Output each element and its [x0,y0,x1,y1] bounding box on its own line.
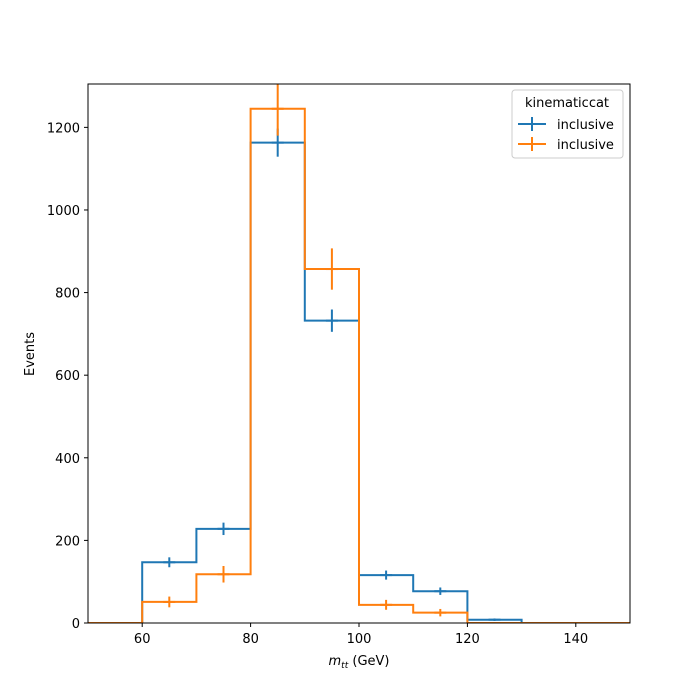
legend-entry-2: inclusive [518,137,614,153]
x-axis-label-symbol: m [329,654,342,669]
legend-entries: inclusive inclusive [518,117,614,153]
y-tick-label: 200 [55,534,80,549]
x-tick-label: 100 [347,632,372,647]
y-axis-ticks: 0 200 400 600 800 1000 1200 [47,121,88,632]
y-tick-label: 1200 [47,121,80,136]
y-tick-label: 400 [55,452,80,467]
x-tick-label: 60 [134,632,151,647]
x-tick-label: 140 [563,632,588,647]
y-tick-label: 800 [55,287,80,302]
x-axis-label: mtt (GeV) [329,654,390,671]
legend-entry-1: inclusive [518,117,614,133]
y-tick-label: 1000 [47,204,80,219]
legend-label: inclusive [557,138,614,153]
x-tick-label: 120 [455,632,480,647]
series-2 [88,84,630,623]
x-axis-label-subscript: tt [341,661,349,671]
y-tick-label: 600 [55,369,80,384]
legend-label: inclusive [557,118,614,133]
y-tick-label: 0 [72,617,80,632]
x-tick-label: 80 [242,632,259,647]
legend-box [511,89,624,159]
series-2-step-line [88,107,630,623]
x-axis-label-unit: (GeV) [348,654,389,669]
y-axis-label: Events [23,332,38,376]
legend-title: kinematiccat [525,96,609,111]
series-layer [88,84,630,623]
x-axis-ticks: 60 80 100 120 140 [134,623,588,647]
legend: kinematiccat inclusive inclusive [511,89,624,159]
